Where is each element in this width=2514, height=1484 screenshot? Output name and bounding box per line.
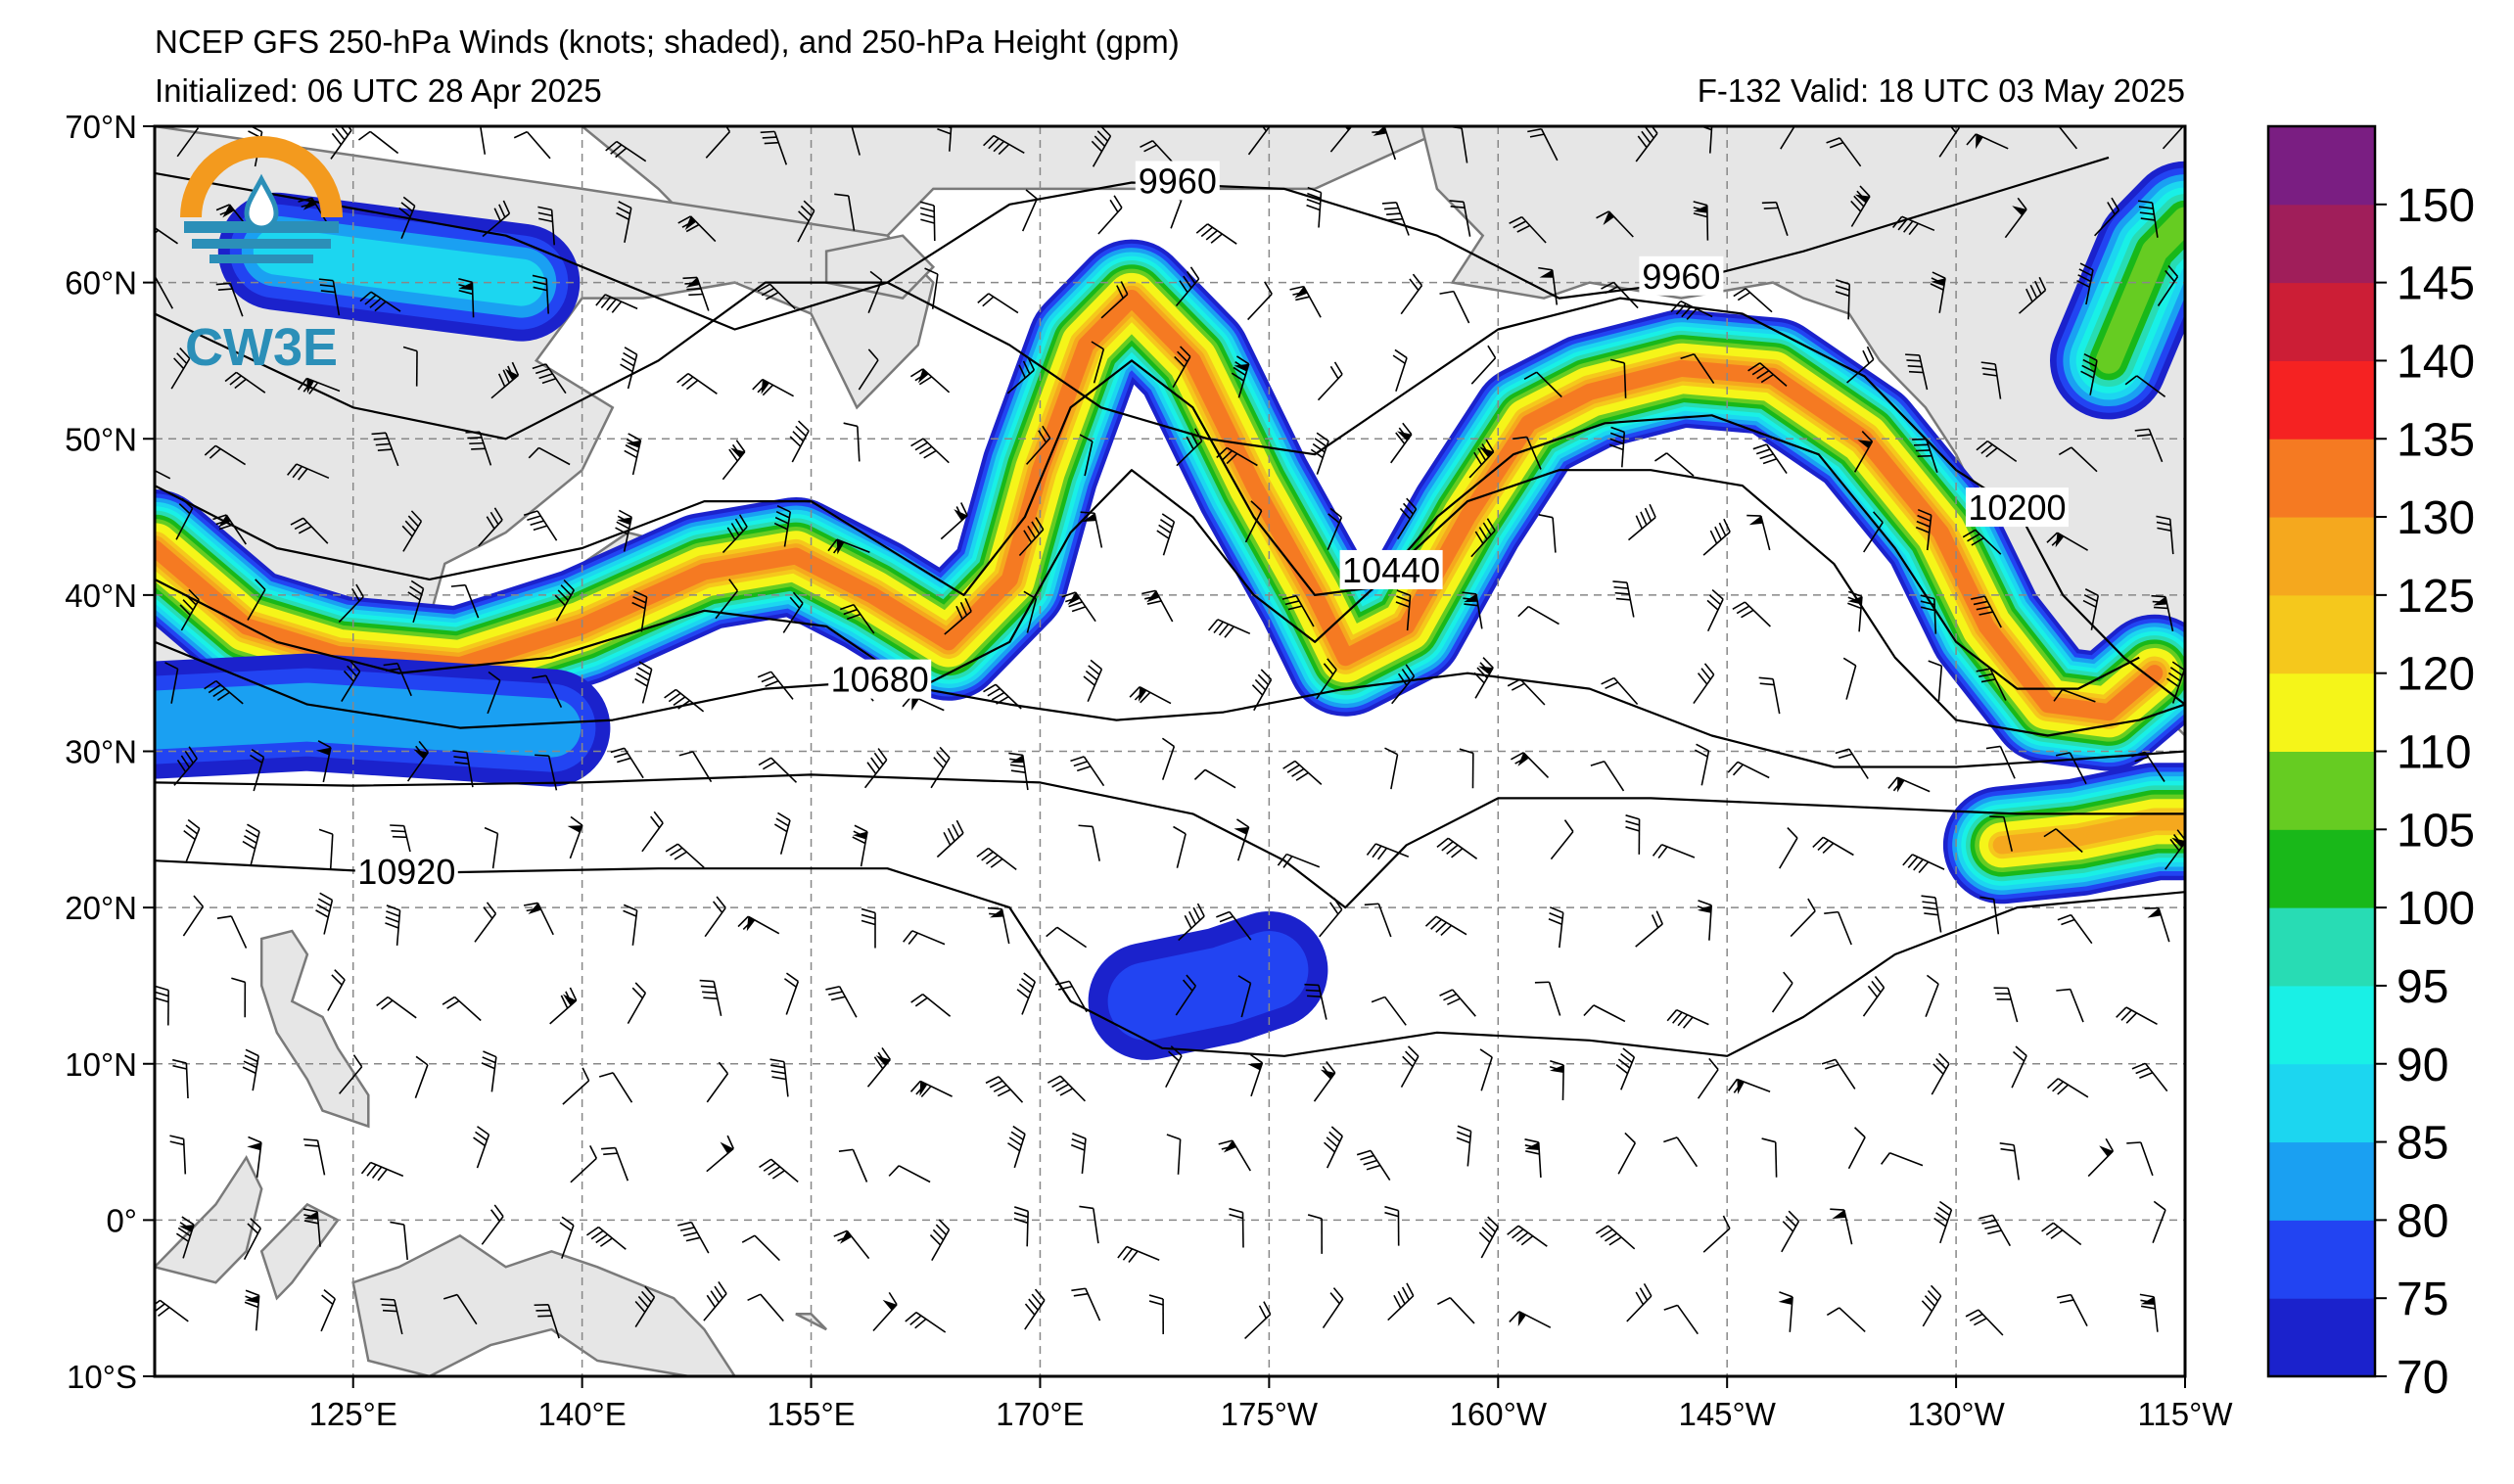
- lon-tick-label: 125°E: [309, 1396, 397, 1432]
- contour-label-4: 10680: [828, 660, 931, 700]
- figure-title: NCEP GFS 250-hPa Winds (knots; shaded), …: [155, 23, 1180, 60]
- colorbar-swatch: [2268, 1220, 2375, 1298]
- lat-tick-label: 10°S: [67, 1359, 137, 1395]
- lat-tick-label: 50°N: [65, 421, 137, 457]
- contour-label-text: 10680: [831, 660, 929, 700]
- colorbar-tick-label: 130: [2397, 492, 2475, 544]
- contour-label-1: 9960: [1639, 256, 1723, 297]
- contour-label-2: 10200: [1966, 487, 2069, 528]
- lon-tick-label: 160°W: [1450, 1396, 1548, 1432]
- lat-tick-label: 40°N: [65, 578, 137, 614]
- jet-western-jet-entrance: [277, 252, 522, 283]
- jet-band-75: [1147, 970, 1270, 1001]
- colorbar-tick-label: 90: [2397, 1040, 2448, 1091]
- colorbar-tick-label: 125: [2397, 571, 2475, 623]
- lat-tick-label: 30°N: [65, 734, 137, 770]
- colorbar-swatch: [2268, 986, 2375, 1064]
- colorbar-swatch: [2268, 595, 2375, 673]
- colorbar-swatch: [2268, 126, 2375, 205]
- colorbar-swatch: [2268, 907, 2375, 986]
- colorbar-swatch: [2268, 1064, 2375, 1142]
- colorbar-swatch: [2268, 360, 2375, 439]
- colorbar-swatch: [2268, 829, 2375, 907]
- lon-tick-label: 115°W: [2138, 1396, 2234, 1432]
- jet-tropical-jet-patch: [1147, 970, 1270, 1001]
- colorbar-swatch: [2268, 1298, 2375, 1376]
- contour-label-5: 10920: [355, 852, 458, 892]
- contour-label-3: 10440: [1340, 550, 1443, 590]
- contour-label-text: 9960: [1642, 256, 1720, 297]
- lon-tick-label: 155°E: [767, 1396, 855, 1432]
- colorbar-tick-label: 85: [2397, 1118, 2448, 1170]
- colorbar-swatch: [2268, 283, 2375, 361]
- colorbar-swatch: [2268, 439, 2375, 517]
- initialized-time: Initialized: 06 UTC 28 Apr 2025: [155, 72, 602, 109]
- colorbar-swatch: [2268, 1142, 2375, 1221]
- jet-subtropical-jet-east: [2002, 821, 2185, 845]
- colorbar-swatch: [2268, 673, 2375, 752]
- contour-label-0: 9960: [1136, 161, 1220, 201]
- lat-tick-label: 0°: [106, 1202, 137, 1238]
- colorbar-tick-label: 75: [2397, 1274, 2448, 1325]
- colorbar-tick-label: 140: [2397, 336, 2475, 388]
- colorbar-tick-label: 120: [2397, 649, 2475, 701]
- colorbar-tick-label: 95: [2397, 961, 2448, 1013]
- colorbar-tick-label: 80: [2397, 1195, 2448, 1247]
- colorbar-tick-label: 110: [2397, 727, 2472, 779]
- lat-tick-label: 20°N: [65, 890, 137, 926]
- colorbar-tick-label: 150: [2397, 180, 2475, 232]
- colorbar-tick-label: 105: [2397, 805, 2475, 857]
- valid-time: F-132 Valid: 18 UTC 03 May 2025: [1698, 72, 2185, 109]
- lat-tick-label: 60°N: [65, 265, 137, 301]
- wind-speed-colorbar: 70 75 80 85 90 95 100 105 110 120 125 130 135 140 145 1…: [2268, 126, 2475, 1404]
- colorbar-tick-label: 100: [2397, 883, 2475, 935]
- lon-tick-label: 175°W: [1221, 1396, 1319, 1432]
- lat-tick-label: 70°N: [65, 109, 137, 145]
- colorbar-tick-label: 135: [2397, 414, 2475, 466]
- colorbar-tick-label: 145: [2397, 258, 2475, 310]
- lon-tick-label: 145°W: [1678, 1396, 1776, 1432]
- lon-tick-label: 140°E: [537, 1396, 626, 1432]
- colorbar-swatch: [2268, 205, 2375, 283]
- colorbar-swatch: [2268, 752, 2375, 830]
- cw3e-logo-text: CW3E: [185, 318, 338, 377]
- colorbar-swatch: [2268, 517, 2375, 595]
- lon-tick-label: 130°W: [1907, 1396, 2005, 1432]
- colorbar-tick-label: 70: [2397, 1352, 2448, 1404]
- lat-tick-label: 10°N: [65, 1046, 137, 1083]
- contour-label-text: 9960: [1139, 161, 1217, 201]
- jet-band-85: [277, 252, 522, 283]
- contour-label-text: 10920: [357, 852, 455, 892]
- lon-tick-label: 170°E: [996, 1396, 1084, 1432]
- contour-label-text: 10440: [1342, 550, 1440, 590]
- jet-gulf-of-alaska-branch: [2109, 220, 2185, 361]
- contour-label-text: 10200: [1968, 487, 2066, 528]
